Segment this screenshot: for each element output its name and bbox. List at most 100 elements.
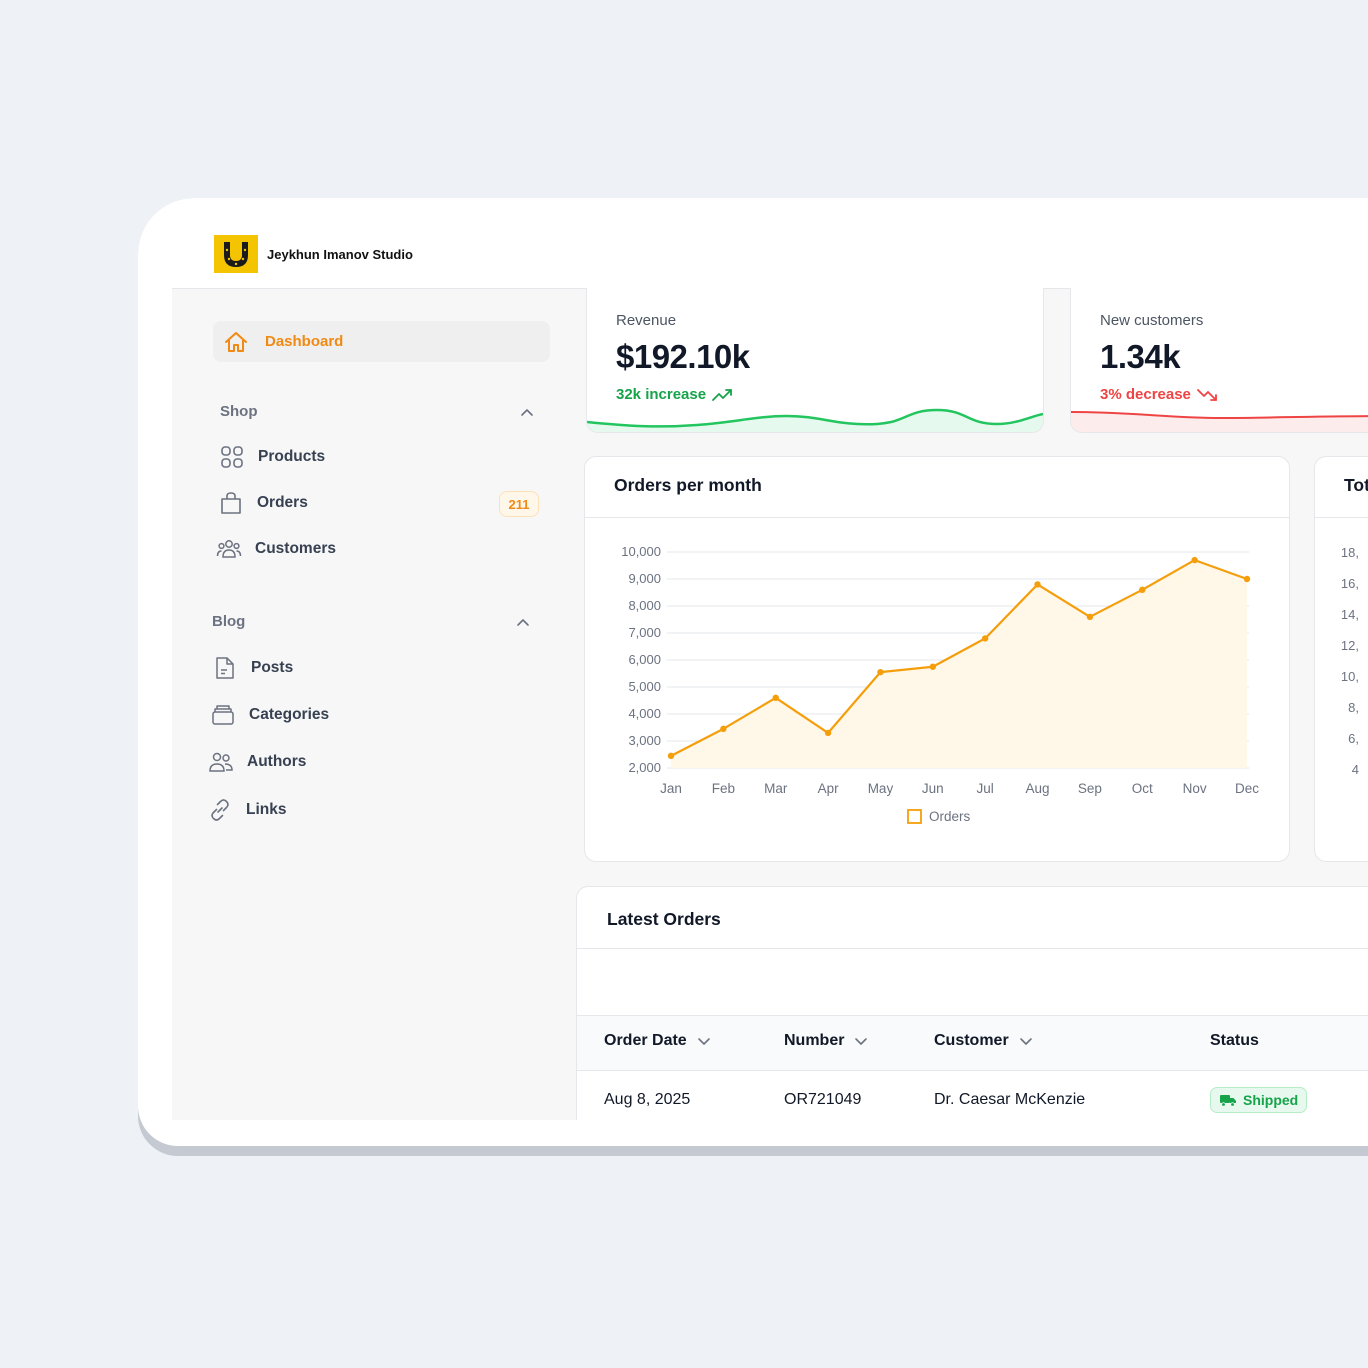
- revenue-sparkline: [587, 408, 1043, 432]
- cell-customer: Dr. Caesar McKenzie: [934, 1091, 1086, 1108]
- y-tick-label: 7,000: [628, 625, 661, 640]
- trending-up-icon: [712, 388, 732, 401]
- folder-icon: [212, 705, 234, 725]
- user-group-icon: [209, 752, 233, 772]
- y-tick-label: 5,000: [628, 679, 661, 694]
- chart-title: Tot: [1344, 475, 1368, 495]
- data-point: [1034, 581, 1041, 588]
- y-tick-label: 9,000: [628, 571, 661, 586]
- data-point: [720, 725, 727, 733]
- x-tick-label: Jan: [660, 781, 682, 796]
- sidebar-item-orders[interactable]: Orders: [218, 490, 308, 516]
- series-area-orders: [671, 560, 1247, 768]
- horseshoe-icon: [224, 242, 248, 267]
- y-tick-label: 4: [1351, 762, 1359, 777]
- sidebar-item-label: Customers: [255, 540, 336, 557]
- y-tick-label: 10,: [1340, 669, 1359, 684]
- divider: [577, 948, 1368, 949]
- sidebar-item-dashboard[interactable]: Dashboard: [213, 321, 550, 362]
- cell-order-date: Aug 8, 2025: [604, 1091, 691, 1108]
- chevron-down-icon: [697, 1038, 710, 1045]
- y-axis-ticks: 18, 16, 14, 12, 10, 8, 6, 4: [1315, 457, 1368, 861]
- sidebar-item-posts[interactable]: Posts: [212, 655, 293, 681]
- chevron-up-icon[interactable]: [520, 407, 534, 417]
- sidebar: Dashboard Shop Products Orders 211: [172, 289, 552, 1120]
- app-screen: Jeykhun Imanov Studio Dashboard Shop Pro…: [172, 232, 1368, 1120]
- sidebar-item-label: Links: [246, 801, 287, 818]
- column-header-order-date[interactable]: Order Date: [604, 1032, 711, 1050]
- customers-sparkline: [1071, 411, 1368, 432]
- data-point: [1191, 556, 1198, 564]
- group-heading-shop: Shop: [220, 403, 258, 420]
- column-header-status: Status: [1210, 1032, 1259, 1050]
- data-point: [981, 635, 989, 642]
- y-tick-label: 12,: [1340, 638, 1359, 653]
- stat-value: 1.34k: [1100, 338, 1181, 375]
- total-chart-card: Tot 18, 16, 14, 12, 10, 8, 6, 4: [1314, 456, 1368, 862]
- x-tick-label: Nov: [1183, 781, 1207, 796]
- chevron-down-icon: [855, 1038, 868, 1045]
- x-tick-label: Feb: [712, 781, 735, 796]
- x-tick-label: Mar: [764, 781, 788, 796]
- orders-line-chart: 2,000 3,000 4,000 5,000 6,000 7,000 8,000 9,000…: [621, 544, 1259, 824]
- x-tick-label: Apr: [818, 781, 840, 796]
- stat-description-text: 32k increase: [616, 386, 707, 403]
- x-tick-label: Jun: [922, 781, 944, 796]
- column-header-customer[interactable]: Customer: [934, 1032, 1033, 1050]
- data-point: [1139, 586, 1146, 593]
- home-icon: [225, 331, 247, 352]
- truck-icon: [1220, 1095, 1236, 1107]
- sidebar-item-label: Authors: [247, 753, 307, 770]
- trending-down-icon: [1197, 388, 1217, 401]
- chevron-up-icon[interactable]: [516, 617, 530, 627]
- column-header-number[interactable]: Number: [784, 1032, 868, 1050]
- column-header-label: Customer: [934, 1032, 1009, 1049]
- data-point: [772, 694, 779, 701]
- y-tick-label: 8,: [1348, 700, 1359, 715]
- x-tick-label: Dec: [1235, 781, 1259, 796]
- x-tick-label: Oct: [1132, 781, 1153, 796]
- y-tick-label: 3,000: [628, 733, 661, 748]
- top-bar: Jeykhun Imanov Studio: [172, 232, 1368, 289]
- x-tick-label: Jul: [977, 781, 994, 796]
- stat-description: 32k increase: [616, 386, 734, 403]
- divider: [1315, 517, 1368, 518]
- cell-order-number: OR721049: [784, 1091, 862, 1108]
- stat-description-text: 3% decrease: [1100, 386, 1191, 403]
- y-tick-label: 10,000: [621, 544, 661, 559]
- status-label: Shipped: [1243, 1092, 1299, 1108]
- chart-title: Orders per month: [614, 475, 762, 495]
- sidebar-item-categories[interactable]: Categories: [210, 702, 329, 728]
- y-tick-label: 2,000: [628, 760, 661, 775]
- x-tick-label: Aug: [1026, 781, 1050, 796]
- chevron-down-icon: [1019, 1038, 1032, 1045]
- sidebar-item-customers[interactable]: Customers: [216, 536, 336, 562]
- y-tick-label: 4,000: [628, 706, 661, 721]
- y-tick-label: 16,: [1340, 576, 1359, 591]
- legend-label-orders: Orders: [929, 809, 971, 824]
- column-header-label: Number: [784, 1032, 845, 1049]
- orders-count-badge: 211: [499, 491, 539, 517]
- sidebar-item-label: Dashboard: [265, 333, 344, 350]
- y-tick-label: 14,: [1340, 607, 1359, 622]
- stat-label: Revenue: [616, 312, 677, 329]
- status-badge: Shipped: [1210, 1087, 1308, 1113]
- sidebar-item-products[interactable]: Products: [219, 444, 325, 470]
- stat-label: New customers: [1100, 312, 1204, 329]
- sidebar-item-authors[interactable]: Authors: [208, 749, 306, 775]
- sidebar-item-label: Categories: [249, 706, 330, 723]
- stat-card-new-customers: New customers 1.34k 3% decrease: [1070, 288, 1368, 433]
- link-icon: [211, 799, 229, 821]
- grid-icon: [221, 446, 243, 468]
- sidebar-item-label: Posts: [251, 659, 294, 676]
- column-header-label: Status: [1210, 1032, 1259, 1049]
- stat-description: 3% decrease: [1100, 386, 1219, 403]
- sidebar-item-links[interactable]: Links: [207, 797, 286, 823]
- brand-logo[interactable]: [214, 235, 258, 273]
- stat-value: $192.10k: [616, 338, 750, 375]
- latest-orders-card: Latest Orders: [576, 886, 1368, 1120]
- data-point: [877, 668, 884, 676]
- divider: [585, 517, 1289, 518]
- orders-chart-card: Orders per month 2,000 3,000 4,000 5,000 6,0…: [584, 456, 1290, 862]
- table-header-row: [577, 1015, 1368, 1071]
